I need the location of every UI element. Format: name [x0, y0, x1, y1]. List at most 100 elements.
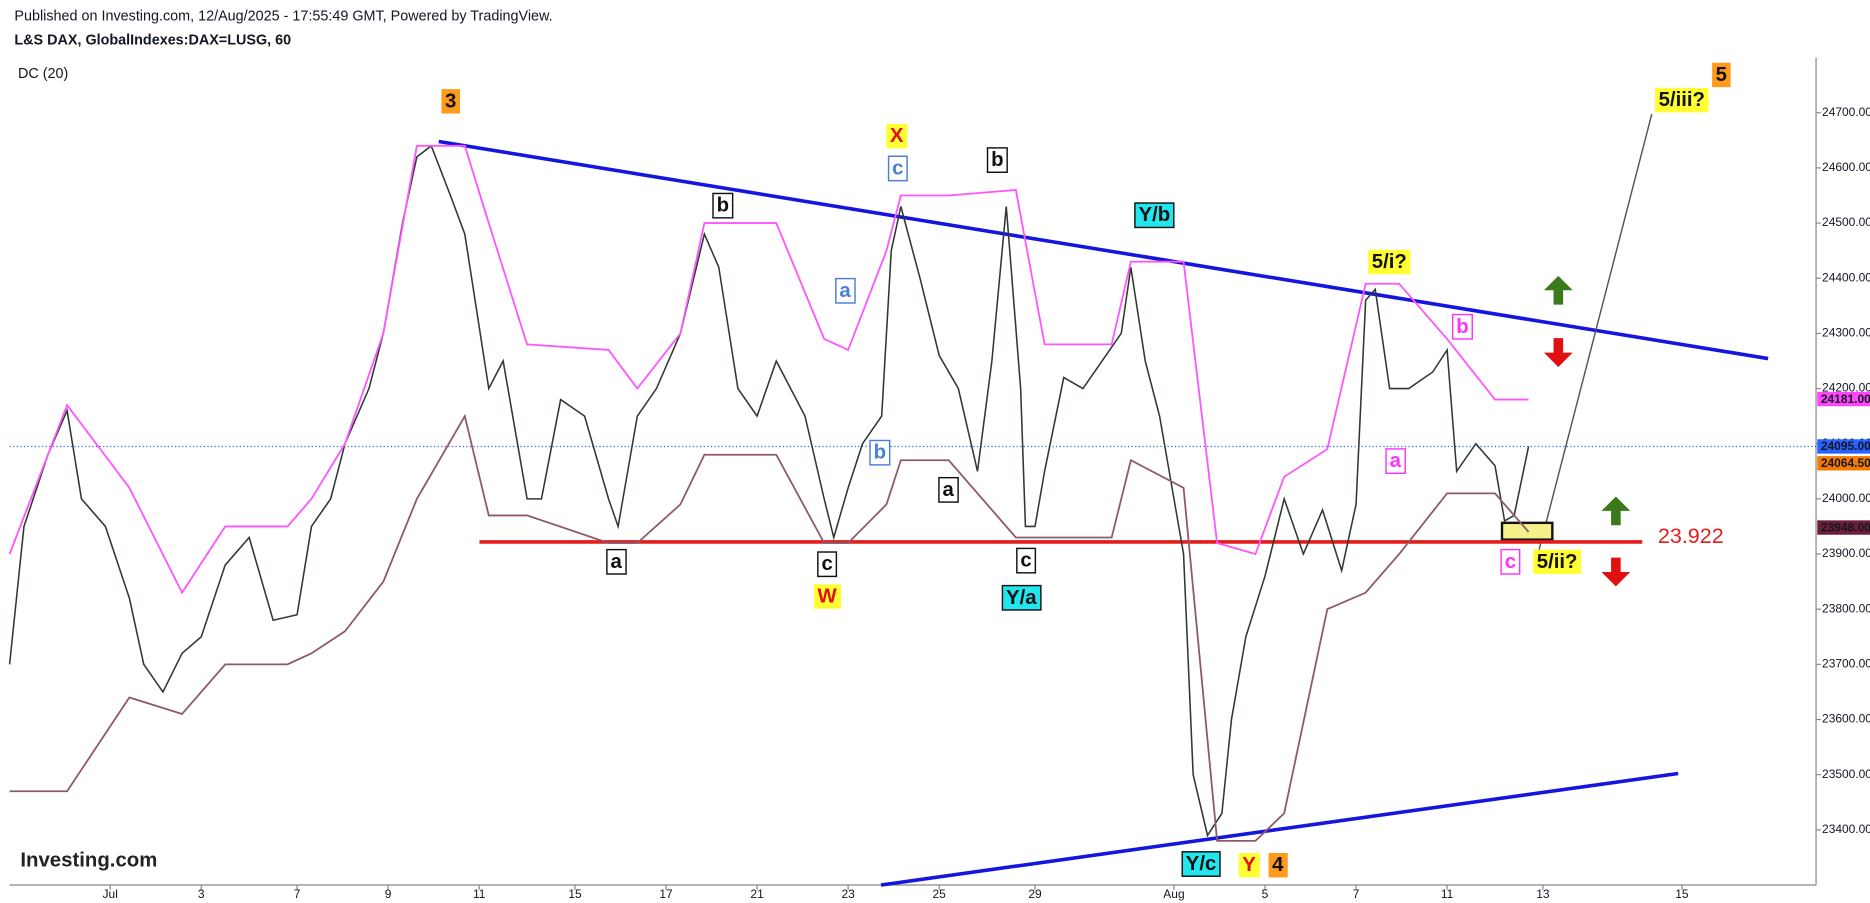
channel-line	[8, 144, 1529, 595]
wave-label: Y	[1238, 853, 1260, 878]
wave-label-box	[887, 155, 908, 182]
trendline	[880, 771, 1679, 887]
wave-label-box	[441, 89, 460, 114]
wave-label-box	[1134, 202, 1175, 229]
x-tick-label: 23	[841, 887, 855, 901]
price-line	[8, 144, 1530, 838]
y-tick-label: 24300.00	[1822, 326, 1870, 340]
wave-label: Y/a	[1001, 584, 1042, 611]
wave-label-text: b	[991, 149, 1003, 171]
wave-label: 5/ii?	[1533, 549, 1582, 575]
wave-label-text: Y/b	[1139, 204, 1171, 226]
wave-label-text: c	[1505, 551, 1516, 573]
wave-label-box	[606, 548, 627, 575]
arrow-up	[1601, 496, 1631, 526]
wave-label-text: b	[1456, 316, 1468, 338]
wave-label-text: 3	[445, 90, 456, 112]
x-tick-label: Aug	[1163, 887, 1184, 901]
y-tick-label: 23500.00	[1822, 767, 1870, 781]
wave-label-box	[886, 123, 908, 149]
wave-label: Y/c	[1181, 851, 1221, 877]
support-label: 23.922	[1658, 523, 1724, 548]
x-tick-label: Jul	[103, 887, 118, 901]
x-tick-label: 7	[294, 887, 301, 901]
x-tick-label: 17	[659, 887, 673, 901]
y-tick-label: 23600.00	[1822, 712, 1870, 726]
x-tick-label: 13	[1536, 887, 1550, 901]
wave-label: c	[1500, 548, 1521, 575]
price-label: 23948.00	[1821, 520, 1870, 534]
wave-label-text: 5/ii?	[1537, 551, 1578, 573]
arrow-up	[1543, 275, 1573, 305]
y-tick-label: 24200.00	[1822, 381, 1870, 395]
wave-label-text: c	[892, 157, 903, 179]
wave-label-text: 5/i?	[1372, 251, 1407, 273]
wave-label-box	[817, 551, 838, 578]
wave-label: a	[938, 476, 959, 503]
y-tick-label: 24700.00	[1822, 105, 1870, 119]
wave-label: 5/i?	[1368, 249, 1411, 275]
x-tick-label: 25	[933, 887, 947, 901]
price-label: 24181.00	[1821, 392, 1870, 406]
wave-label: c	[817, 551, 838, 578]
wave-label-box	[813, 584, 842, 609]
wave-label: W	[813, 584, 842, 609]
y-tick-label: 23800.00	[1822, 601, 1870, 615]
price-label-box	[1817, 456, 1870, 471]
wave-label: b	[986, 147, 1008, 174]
wave-label-text: Y	[1242, 854, 1256, 876]
price-label-box	[1817, 391, 1870, 407]
price-label: 24064.50	[1821, 456, 1870, 470]
price-label-box	[1817, 439, 1870, 454]
wave-label-text: 5/iii?	[1659, 89, 1705, 111]
x-tick-label: 11	[473, 887, 486, 901]
wave-label-box	[1001, 584, 1042, 611]
y-tick-label: 24400.00	[1822, 270, 1870, 284]
wave-label-box	[1181, 851, 1221, 877]
wave-label: Y/b	[1134, 202, 1175, 229]
y-tick-label: 23900.00	[1822, 546, 1870, 560]
wave-label: 4	[1268, 853, 1288, 878]
wave-label: 5	[1712, 62, 1731, 88]
wave-label-box	[1238, 853, 1260, 878]
wave-label: X	[886, 123, 908, 149]
x-tick-label: 15	[1675, 887, 1689, 901]
wave-label: c	[1016, 547, 1037, 574]
wave-label-box	[1268, 853, 1288, 878]
x-tick-label: 15	[568, 887, 582, 901]
wave-label-text: b	[874, 442, 886, 464]
wave-label-box	[1016, 547, 1037, 574]
y-tick-label: 24500.00	[1822, 215, 1870, 229]
wave-label-box	[1500, 548, 1521, 575]
price-label-box	[1817, 520, 1870, 535]
wave-label-box	[1654, 87, 1709, 113]
wave-label-text: c	[1020, 550, 1031, 572]
wave-label-text: a	[610, 551, 622, 573]
arrow-down	[1601, 557, 1631, 587]
y-tick-label: 23400.00	[1822, 822, 1870, 836]
wave-label: a	[835, 277, 856, 304]
wave-label-box	[869, 439, 891, 466]
published: Published on Investing.com, 12/Aug/2025 …	[14, 9, 552, 25]
wave-label-box	[1533, 549, 1582, 575]
x-tick-label: 3	[198, 887, 205, 901]
wave-label-box	[835, 277, 856, 304]
x-tick-label: 11	[1441, 887, 1454, 901]
wave-label: a	[1385, 448, 1406, 475]
y-tick-label: 23700.00	[1822, 657, 1870, 671]
wave-label-text: a	[1390, 450, 1402, 472]
wave-label-box	[1712, 62, 1731, 88]
x-tick-label: 21	[750, 887, 764, 901]
wave-label: b	[712, 192, 734, 219]
wave-label-box	[938, 476, 959, 503]
wave-label-text: b	[717, 195, 729, 217]
y-tick-label: 24000.00	[1822, 491, 1870, 505]
x-tick-label: 5	[1262, 887, 1269, 901]
symbol: L&S DAX, GlobalIndexes:DAX=LUSG, 60	[14, 33, 291, 49]
wave-label-box	[1451, 313, 1473, 340]
wave-label-text: W	[818, 586, 838, 608]
projection	[1537, 113, 1653, 555]
wave-label-text: 4	[1272, 854, 1284, 876]
wave-label: 3	[441, 89, 460, 114]
